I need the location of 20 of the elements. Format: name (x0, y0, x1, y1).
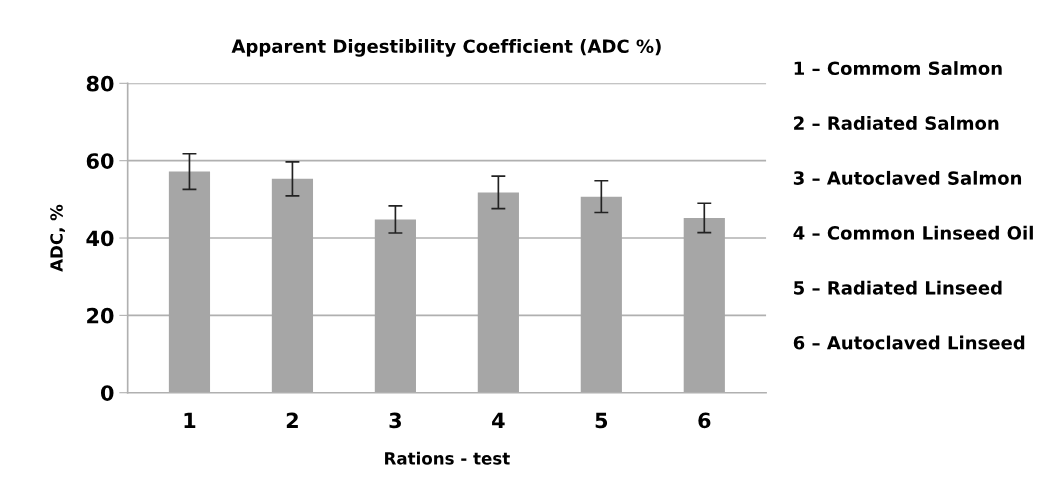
text: 6 – Autoclaved Linseed (793, 335, 1025, 350)
x-tick-label: 3 (389, 412, 401, 429)
text: 3 – Autoclaved Salmon (793, 170, 1022, 185)
x-tick-label: 5 (595, 412, 608, 429)
y-tick-label: 80 (86, 75, 114, 92)
y-tick-label: 0 (100, 385, 114, 401)
y-tick-label: 60 (86, 153, 114, 169)
y-tick-label: 20 (87, 307, 114, 324)
text: 1 – Commom Salmon (794, 61, 1002, 76)
x-tick-label: 1 (184, 412, 196, 428)
text: 4 – Common Linseed Oil (793, 225, 1033, 240)
y-axis-title: ADC, % (50, 204, 65, 272)
x-tick-label: 2 (286, 412, 298, 428)
text: 5 – Radiated Linseed (794, 280, 1002, 295)
x-tick-label: 6 (698, 412, 711, 429)
y-tick-label: 40 (86, 230, 114, 247)
text: 2 – Radiated Salmon (794, 116, 999, 130)
x-axis-title: Rations - test (385, 451, 510, 465)
x-tick-label: 4 (492, 412, 505, 428)
chart-title: Apparent Digestibility Coefficient (ADC %) (231, 39, 661, 57)
